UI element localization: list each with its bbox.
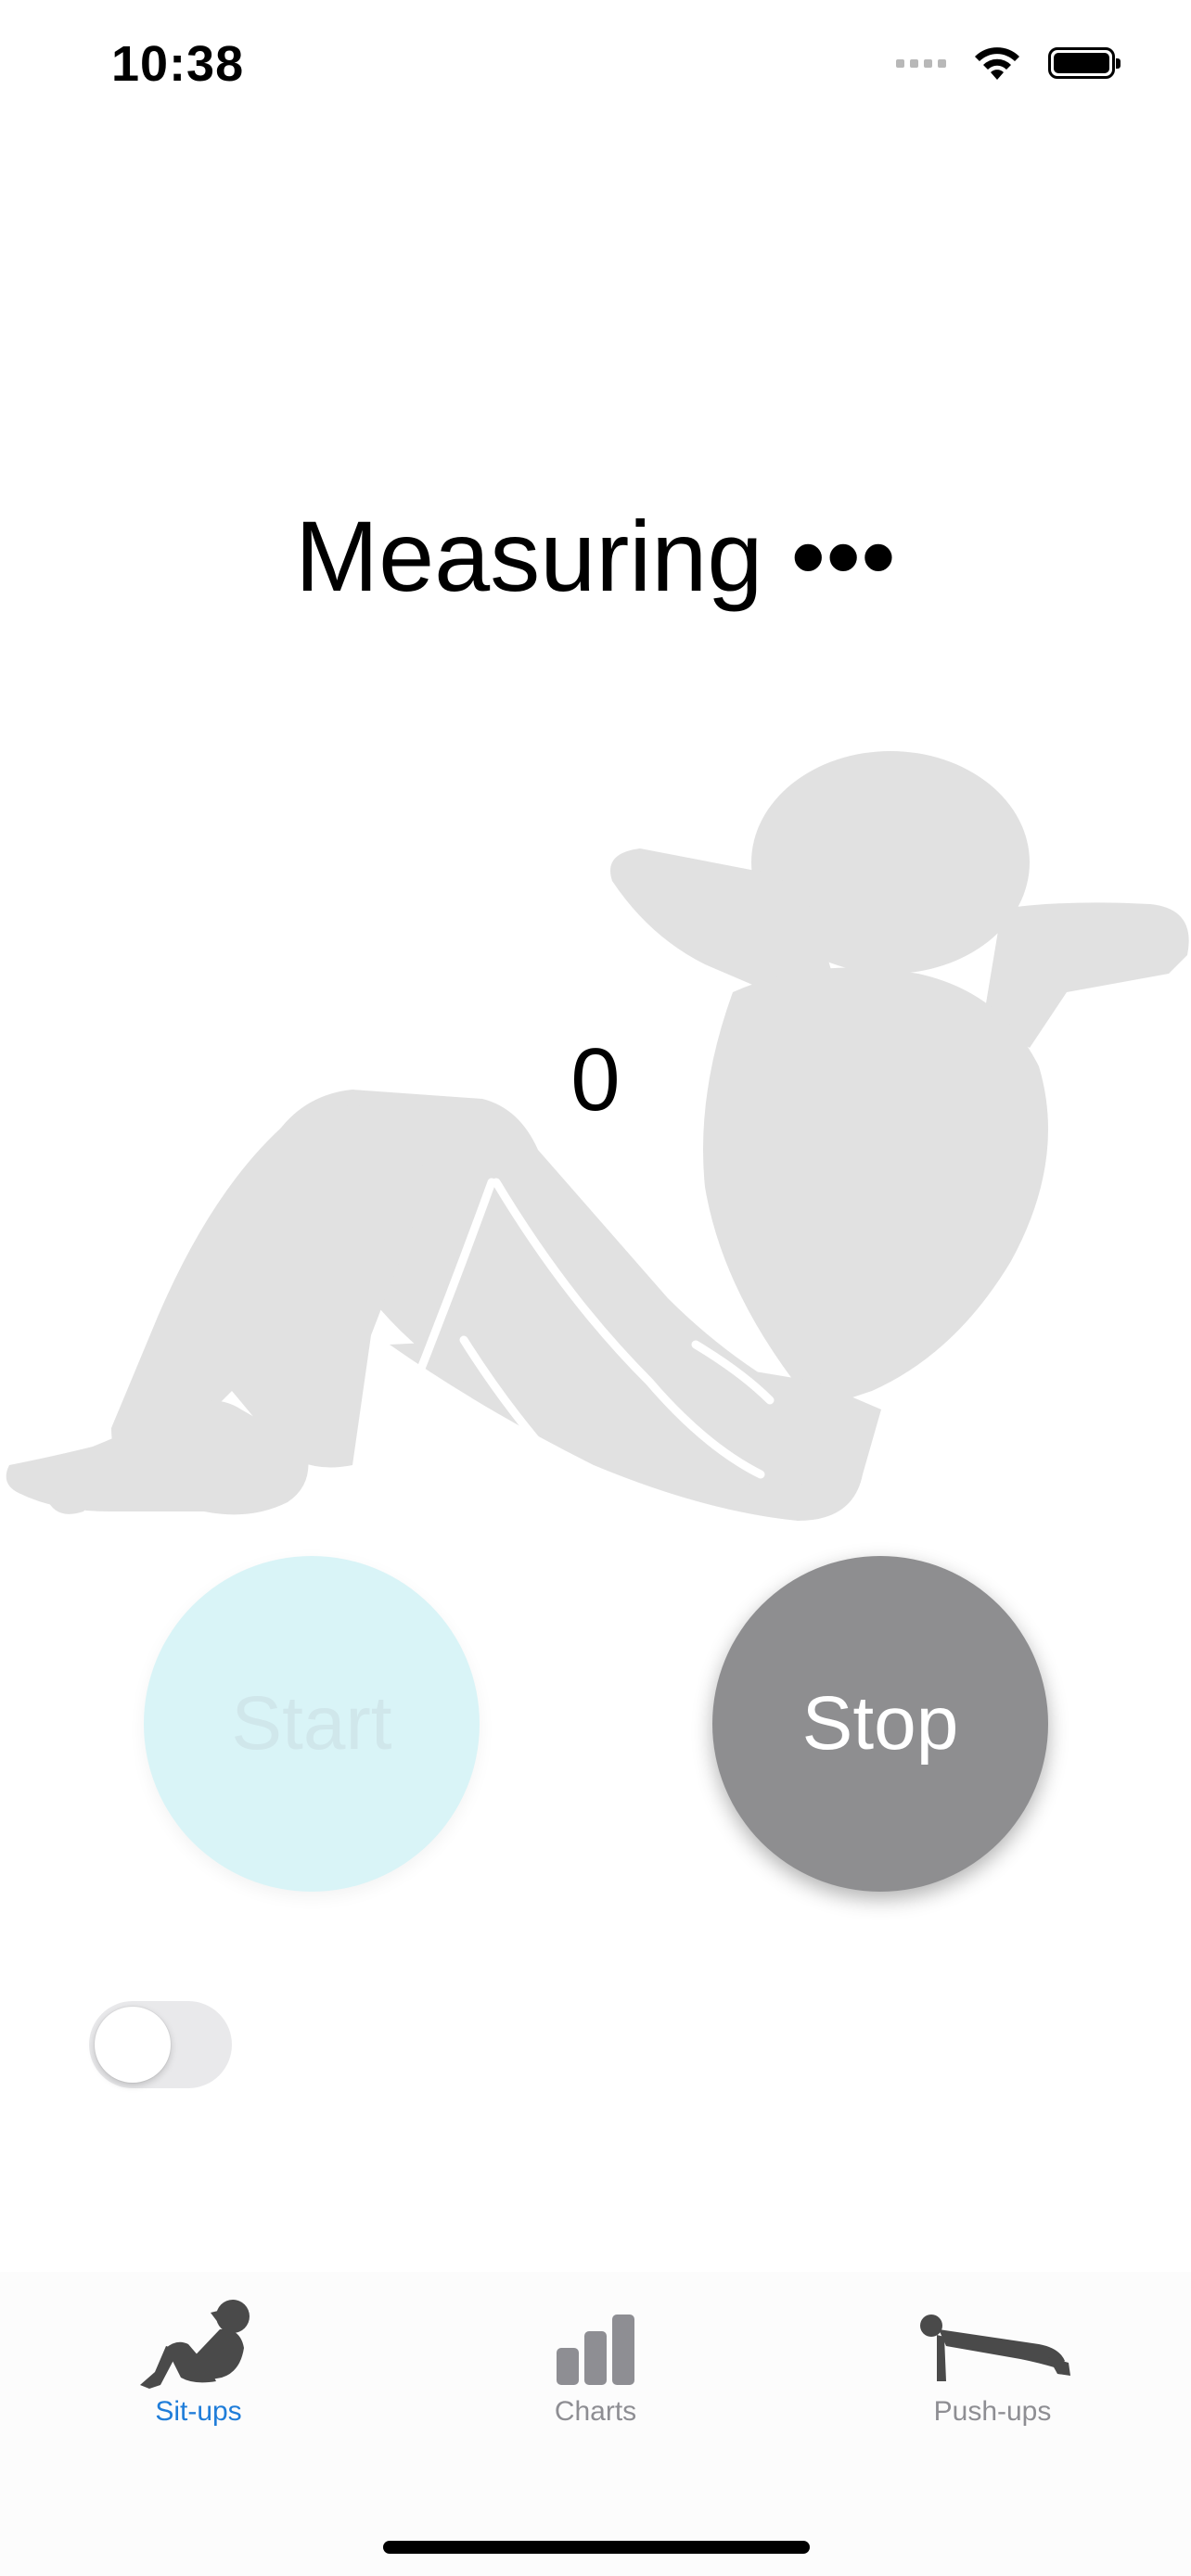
situp-icon	[140, 2300, 250, 2389]
cellular-signal-icon	[896, 58, 946, 68]
bar-chart-icon	[557, 2315, 634, 2385]
tab-charts[interactable]: Charts	[456, 2292, 735, 2428]
tab-label-push-ups: Push-ups	[933, 2396, 1052, 2427]
measuring-title: Measuring •••	[295, 500, 896, 612]
start-button[interactable]: Start	[144, 1556, 480, 1892]
stop-button[interactable]: Stop	[712, 1556, 1048, 1892]
wifi-icon	[975, 47, 1019, 80]
tab-label-sit-ups: Sit-ups	[155, 2396, 242, 2427]
tab-sit-ups[interactable]: Sit-ups	[59, 2292, 338, 2428]
battery-icon	[1048, 47, 1121, 79]
toggle-knob	[95, 2007, 171, 2083]
status-icons	[896, 45, 1121, 82]
tab-label-charts: Charts	[554, 2396, 637, 2427]
pushup-icon	[920, 2315, 1070, 2381]
status-time: 10:38	[111, 36, 245, 92]
tab-push-ups[interactable]: Push-ups	[853, 2292, 1132, 2428]
tab-bar: Sit-ups Charts Push-ups	[0, 2272, 1191, 2576]
home-indicator[interactable]	[383, 2541, 810, 2554]
toggle-switch[interactable]	[89, 2001, 232, 2088]
status-bar: 10:38	[0, 0, 1191, 130]
rep-count: 0	[570, 1030, 621, 1129]
situp-silhouette-icon	[6, 751, 1189, 1521]
